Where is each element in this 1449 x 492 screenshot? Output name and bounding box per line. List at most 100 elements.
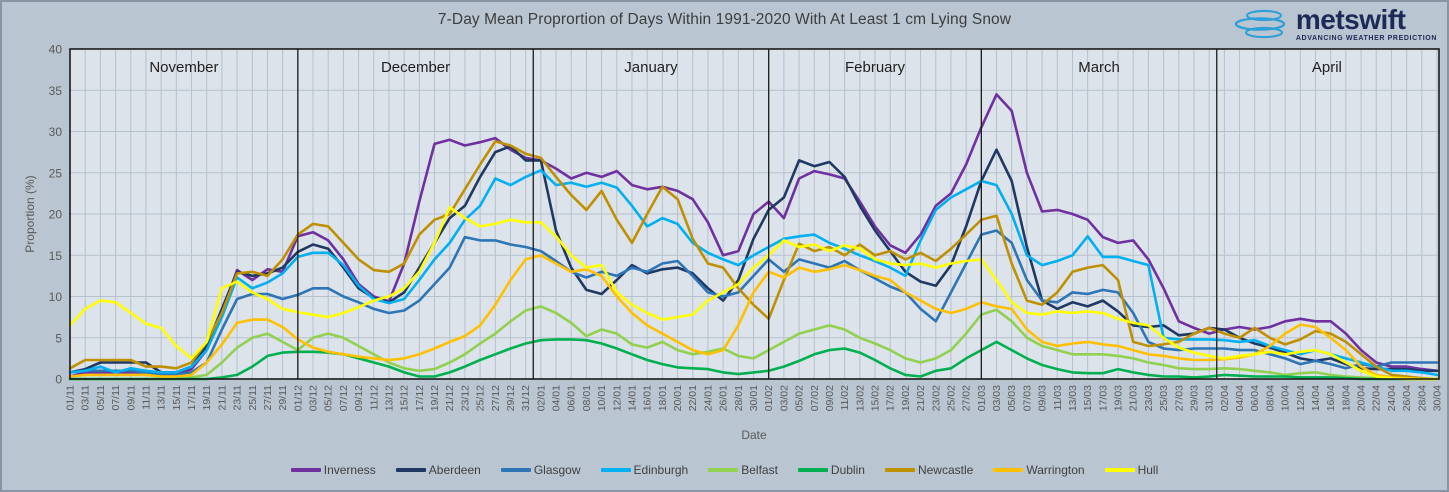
x-tick-label: 12/04 bbox=[1295, 385, 1307, 411]
y-tick-label: 40 bbox=[49, 43, 63, 57]
x-tick-label: 19/12 bbox=[429, 385, 441, 411]
x-tick-label: 16/04 bbox=[1325, 385, 1337, 411]
x-tick-label: 03/12 bbox=[308, 385, 320, 411]
stacked-ellipses-icon bbox=[1234, 10, 1285, 39]
legend-swatch-belfast bbox=[708, 468, 739, 472]
x-tick-label: 09/02 bbox=[824, 385, 836, 411]
x-tick-label: 24/04 bbox=[1386, 385, 1398, 411]
month-label: January bbox=[624, 59, 678, 76]
x-tick-label: 23/11 bbox=[232, 385, 244, 411]
x-tick-label: 02/04 bbox=[1219, 385, 1231, 411]
x-tick-label: 21/11 bbox=[216, 385, 228, 411]
y-tick-label: 30 bbox=[49, 125, 63, 139]
logo-tagline: ADVANCING WEATHER PREDICTION bbox=[1295, 34, 1437, 42]
x-tick-label: 22/01 bbox=[687, 385, 699, 411]
x-tick-label: 22/04 bbox=[1371, 385, 1383, 411]
legend-item-hull: Hull bbox=[1104, 463, 1159, 477]
x-tick-label: 25/03 bbox=[1158, 385, 1170, 411]
x-tick-label: 13/12 bbox=[383, 385, 395, 411]
legend-swatch-glasgow bbox=[500, 468, 531, 472]
x-tick-label: 11/03 bbox=[1052, 385, 1064, 411]
legend-item-glasgow: Glasgow bbox=[500, 463, 581, 477]
x-tick-label: 13/11 bbox=[156, 385, 168, 411]
x-tick-label: 31/12 bbox=[520, 385, 532, 411]
legend-swatch-inverness bbox=[290, 468, 321, 472]
x-tick-label: 15/12 bbox=[399, 385, 411, 411]
x-tick-label: 14/01 bbox=[626, 385, 638, 411]
month-label: April bbox=[1312, 59, 1342, 76]
x-tick-label: 17/12 bbox=[414, 385, 426, 411]
x-tick-label: 09/11 bbox=[125, 385, 137, 411]
legend-swatch-aberdeen bbox=[395, 468, 426, 472]
legend-label-edinburgh: Edinburgh bbox=[633, 463, 689, 477]
x-tick-label: 25/12 bbox=[475, 385, 487, 411]
x-tick-label: 28/01 bbox=[733, 385, 745, 411]
x-tick-label: 29/11 bbox=[277, 385, 289, 411]
x-tick-label: 05/03 bbox=[1006, 385, 1018, 411]
x-tick-label: 30/04 bbox=[1432, 385, 1444, 411]
x-tick-label: 06/01 bbox=[566, 385, 578, 411]
month-label: November bbox=[149, 59, 218, 76]
month-label: December bbox=[381, 59, 450, 76]
legend-swatch-hull bbox=[1104, 468, 1135, 472]
x-tick-label: 05/12 bbox=[323, 385, 335, 411]
legend-label-warrington: Warrington bbox=[1026, 463, 1085, 477]
x-tick-label: 17/03 bbox=[1097, 385, 1109, 411]
legend-swatch-dublin bbox=[797, 468, 828, 472]
x-tick-label: 05/02 bbox=[794, 385, 806, 411]
x-tick-label: 03/02 bbox=[778, 385, 790, 411]
x-tick-label: 29/12 bbox=[505, 385, 517, 411]
month-label: February bbox=[845, 59, 906, 76]
page-title: 7-Day Mean Proprortion of Days Within 19… bbox=[437, 11, 1012, 28]
x-tick-label: 19/03 bbox=[1113, 385, 1125, 411]
x-tick-label: 27/02 bbox=[961, 385, 973, 411]
x-tick-label: 31/03 bbox=[1204, 385, 1216, 411]
x-tick-label: 07/11 bbox=[110, 385, 122, 411]
legend-label-glasgow: Glasgow bbox=[533, 463, 581, 477]
x-tick-label: 11/11 bbox=[140, 385, 152, 410]
x-tick-label: 04/04 bbox=[1234, 385, 1246, 411]
x-tick-label: 19/02 bbox=[900, 385, 912, 411]
x-tick-label: 14/04 bbox=[1310, 385, 1322, 411]
x-tick-label: 09/03 bbox=[1037, 385, 1049, 411]
x-axis-title: Date bbox=[741, 428, 767, 442]
x-tick-label: 08/01 bbox=[581, 385, 593, 411]
legend-item-aberdeen: Aberdeen bbox=[395, 463, 481, 477]
x-tick-label: 25/02 bbox=[945, 385, 957, 411]
x-tick-label: 16/01 bbox=[642, 385, 654, 411]
y-tick-label: 15 bbox=[49, 249, 63, 263]
legend-item-dublin: Dublin bbox=[797, 463, 865, 477]
x-tick-label: 20/04 bbox=[1356, 385, 1368, 411]
x-tick-label: 26/04 bbox=[1401, 385, 1413, 411]
x-tick-label: 05/11 bbox=[95, 385, 107, 411]
x-tick-label: 07/03 bbox=[1021, 385, 1033, 411]
legend-label-hull: Hull bbox=[1137, 463, 1159, 477]
x-tick-label: 12/01 bbox=[611, 385, 623, 411]
x-tick-label: 23/03 bbox=[1143, 385, 1155, 411]
y-tick-label: 5 bbox=[55, 331, 62, 345]
legend-label-dublin: Dublin bbox=[830, 463, 865, 477]
logo-wordmark: metswift bbox=[1295, 4, 1406, 35]
logo-text-block: metswift ADVANCING WEATHER PREDICTION bbox=[1295, 4, 1437, 42]
x-tick-label: 21/03 bbox=[1128, 385, 1140, 411]
legend-swatch-warrington bbox=[993, 468, 1024, 472]
x-tick-label: 17/11 bbox=[186, 385, 198, 411]
legend-label-aberdeen: Aberdeen bbox=[428, 463, 481, 477]
x-tick-label: 10/04 bbox=[1280, 385, 1292, 411]
x-tick-label: 23/12 bbox=[459, 385, 471, 411]
legend-label-belfast: Belfast bbox=[741, 463, 778, 477]
legend-item-newcastle: Newcastle bbox=[884, 463, 973, 477]
x-tick-label: 30/01 bbox=[748, 385, 760, 411]
x-tick-label: 15/02 bbox=[870, 385, 882, 411]
metswift-logo: metswift ADVANCING WEATHER PREDICTION bbox=[1233, 4, 1437, 42]
legend-item-warrington: Warrington bbox=[993, 463, 1085, 477]
x-tick-label: 24/01 bbox=[702, 385, 714, 411]
plot-border bbox=[69, 48, 1440, 380]
x-tick-label: 27/11 bbox=[262, 385, 274, 411]
x-tick-label: 01/03 bbox=[976, 385, 988, 411]
y-tick-label: 10 bbox=[49, 290, 63, 304]
x-tick-label: 20/01 bbox=[672, 385, 684, 411]
legend-swatch-edinburgh bbox=[600, 468, 631, 472]
